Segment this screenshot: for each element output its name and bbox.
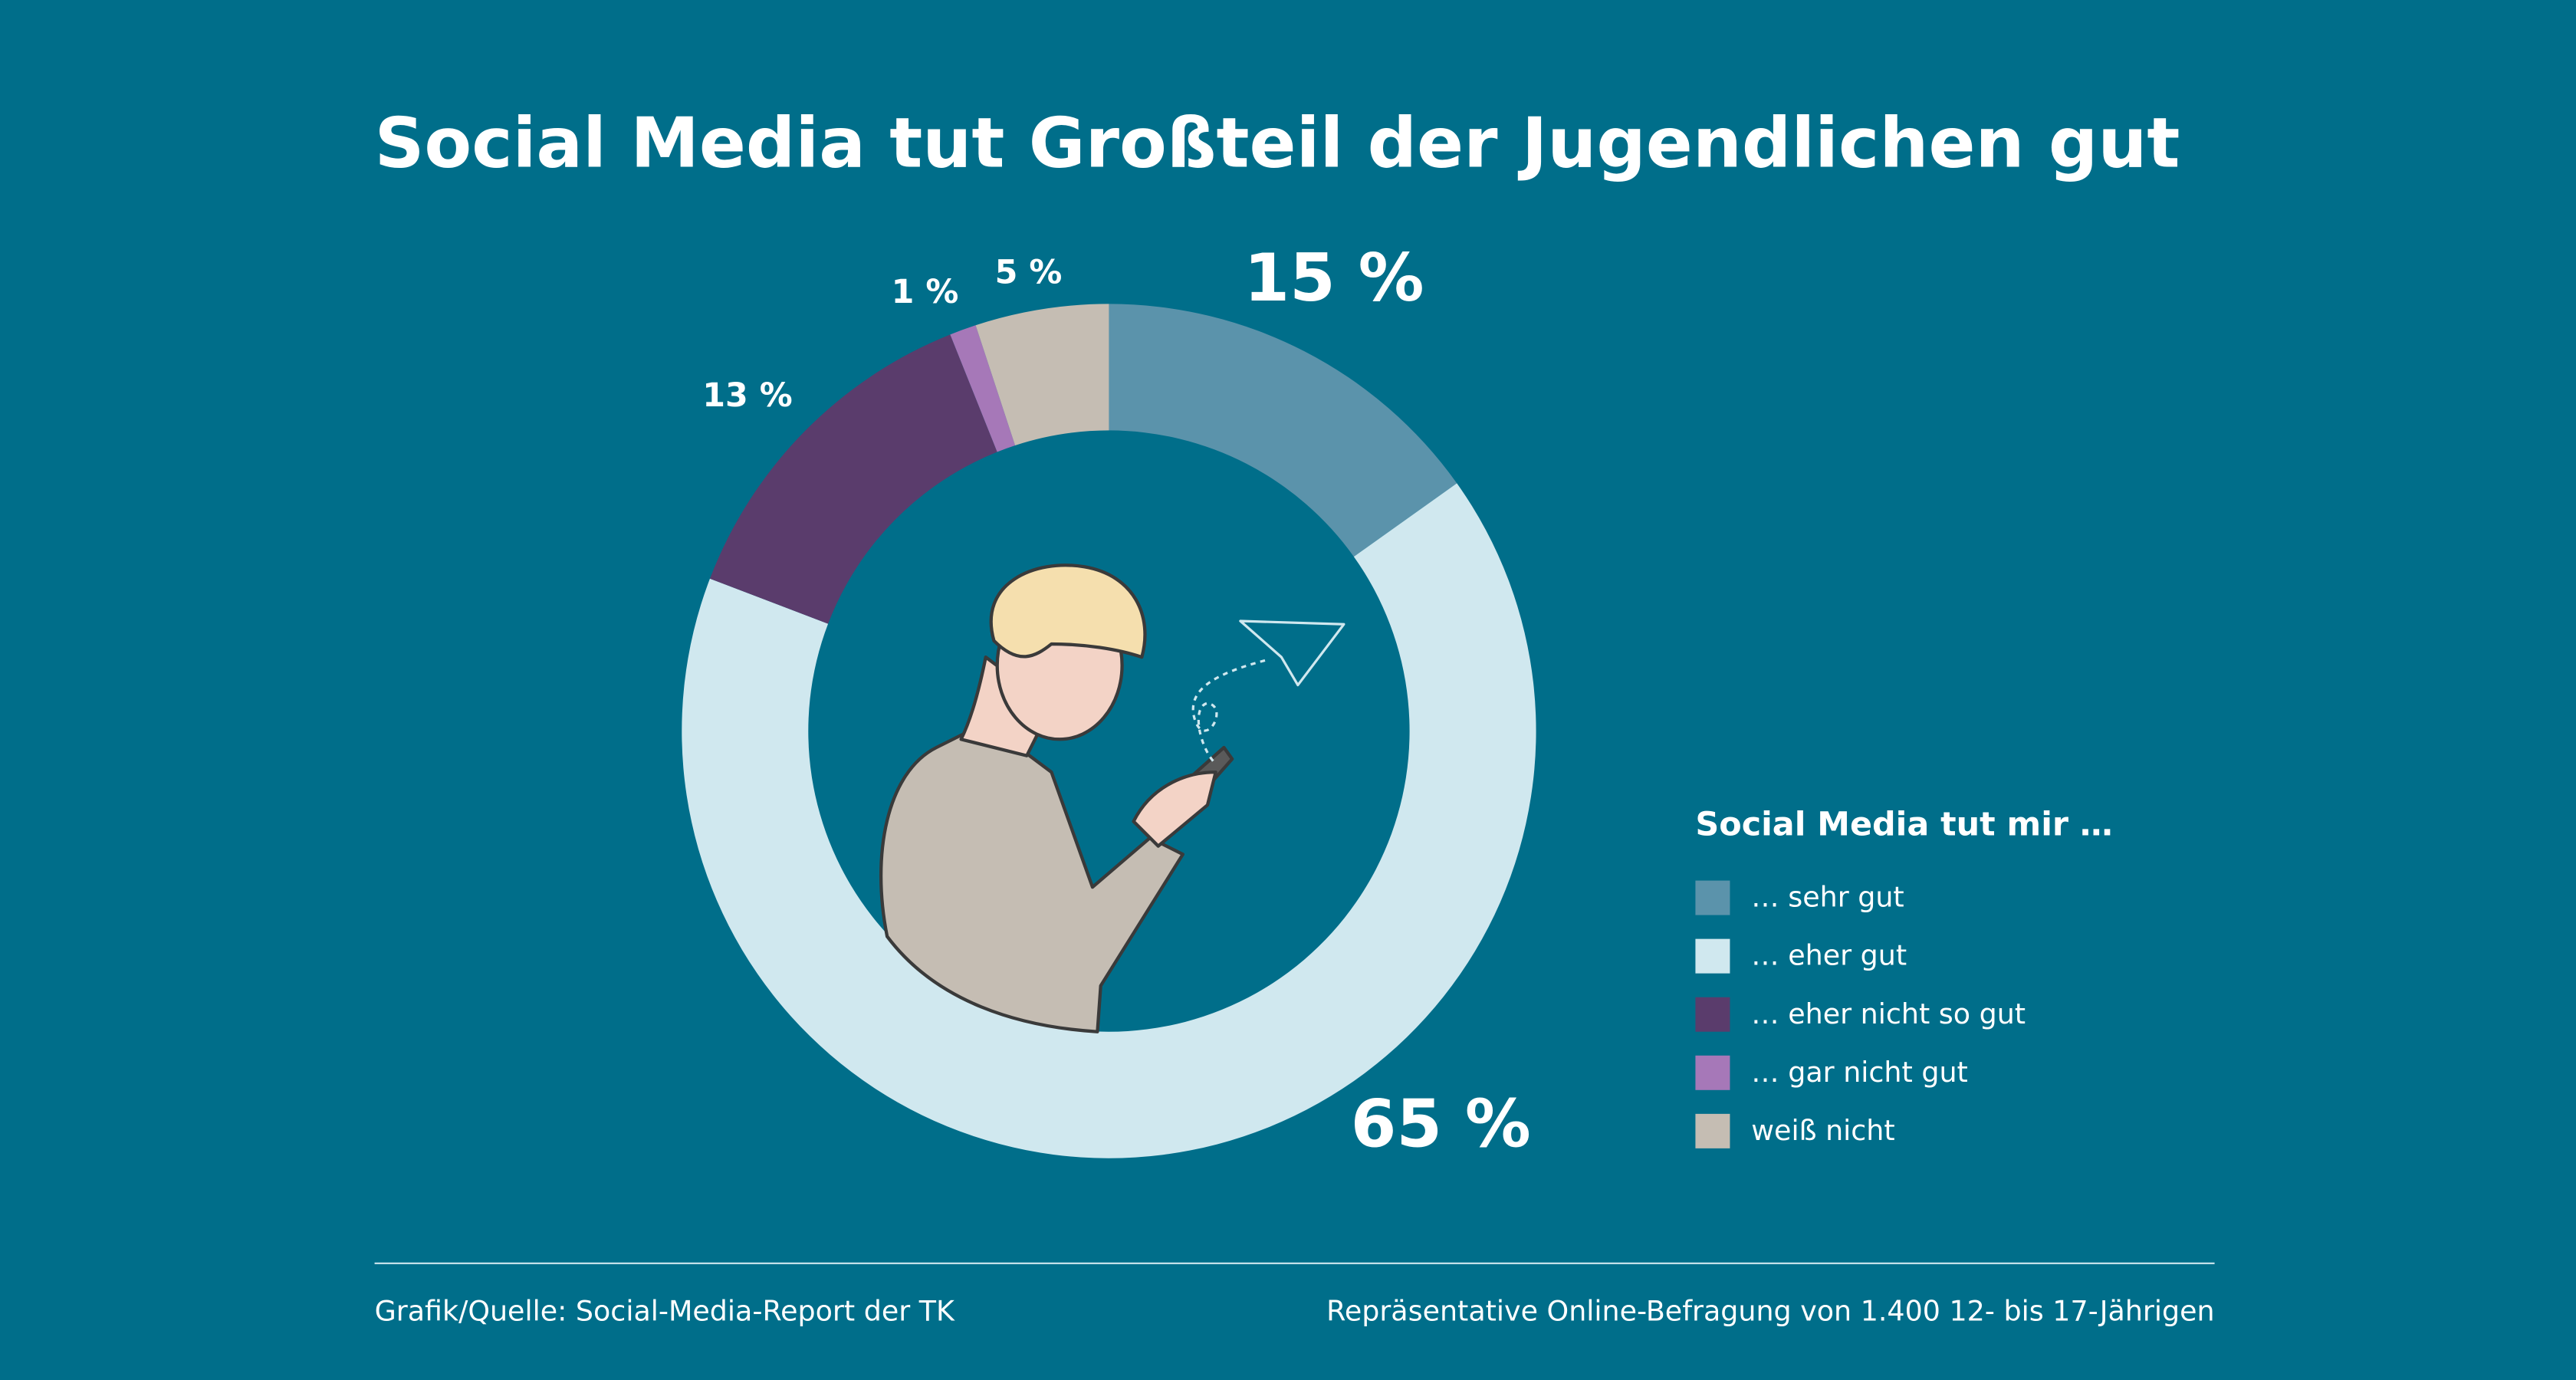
legend-swatch: [1695, 1055, 1730, 1090]
note: Repräsentative Online-Befragung von 1.40…: [1326, 1295, 2214, 1328]
legend-label: … gar nicht gut: [1751, 1056, 1968, 1089]
legend-label: weiß nicht: [1751, 1114, 1894, 1147]
value-label: 5 %: [995, 253, 1063, 291]
legend-swatch: [1695, 1113, 1730, 1148]
legend-swatch: [1695, 997, 1730, 1032]
illustration: [879, 564, 1346, 1033]
legend-label: … eher gut: [1751, 939, 1907, 972]
value-label: 65 %: [1351, 1086, 1531, 1163]
legend-label: … sehr gut: [1751, 881, 1904, 914]
legend-title: Social Media tut mir …: [1695, 805, 2112, 843]
legend-swatch: [1695, 938, 1730, 974]
source: Grafik/Quelle: Social-Media-Report der T…: [375, 1295, 955, 1328]
donut-segment: [950, 325, 1016, 452]
donut-segment: [975, 304, 1109, 446]
legend-swatch: [1695, 880, 1730, 915]
chart-title: Social Media tut Großteil der Jugendlich…: [375, 104, 2180, 184]
donut-segment: [709, 334, 997, 624]
value-label: 1 %: [892, 273, 959, 311]
donut-segment: [682, 483, 1536, 1158]
legend-label: … eher nicht so gut: [1751, 997, 2026, 1030]
value-label: 15 %: [1244, 240, 1424, 317]
donut-segment: [1109, 304, 1457, 557]
value-label: 13 %: [702, 376, 792, 415]
legend: Social Media tut mir …: [1695, 805, 2112, 843]
